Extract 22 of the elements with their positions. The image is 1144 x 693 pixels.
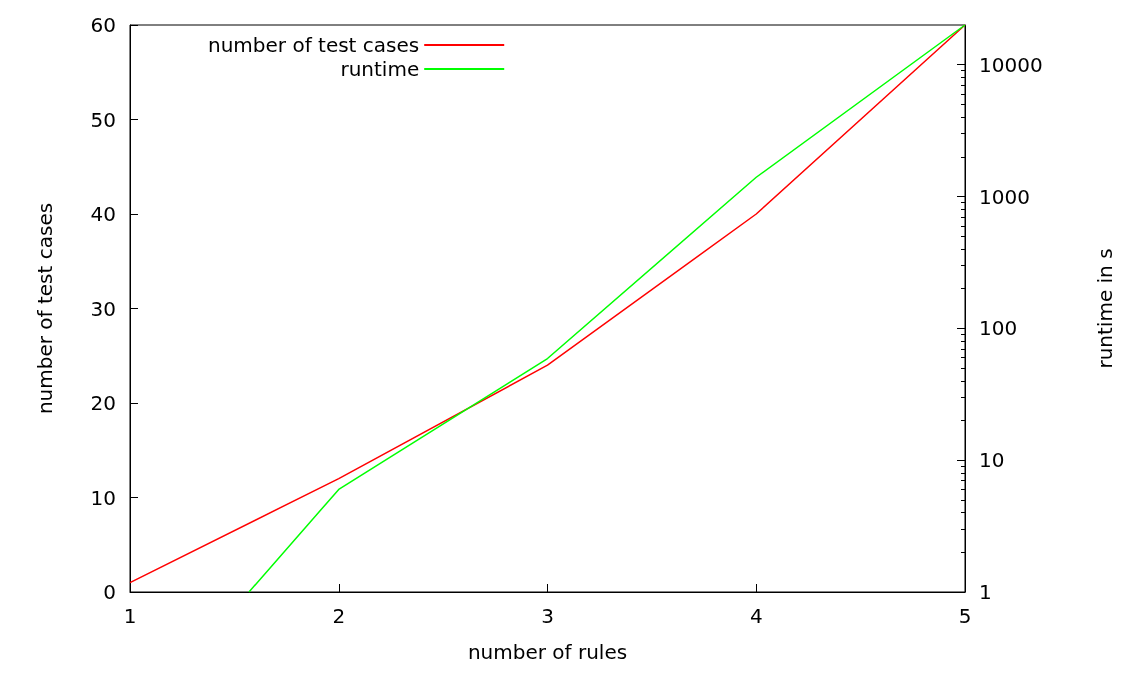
y-tick-label: 20 <box>90 391 116 415</box>
y-tick-label: 30 <box>90 296 116 321</box>
x-tick-label: 1 <box>123 604 137 628</box>
x-tick-label: 2 <box>332 604 346 628</box>
y-tick-label: 50 <box>90 107 116 132</box>
y2-tick-label: 1000 <box>979 184 1030 209</box>
y2-tick-label: 1 <box>979 580 992 604</box>
legend-label: number of test cases <box>207 33 420 57</box>
y-tick-label: 10 <box>90 485 116 510</box>
legend-label: runtime <box>340 57 420 81</box>
y-tick-label: 40 <box>90 202 116 226</box>
x-tick-label: 3 <box>541 604 554 628</box>
x-tick-label: 4 <box>749 604 763 628</box>
y2-axis-title: runtime in s <box>1093 248 1117 369</box>
y-tick-label: 60 <box>90 13 116 37</box>
y-axis-title: number of test cases <box>33 202 57 415</box>
y2-tick-label: 10 <box>979 448 1005 473</box>
y2-tick-label: 10000 <box>979 52 1043 77</box>
x-axis-title: number of rules <box>467 640 628 664</box>
x-tick-label: 5 <box>958 604 972 628</box>
y2-tick-label: 100 <box>979 316 1018 341</box>
y-tick-label: 0 <box>103 580 116 604</box>
